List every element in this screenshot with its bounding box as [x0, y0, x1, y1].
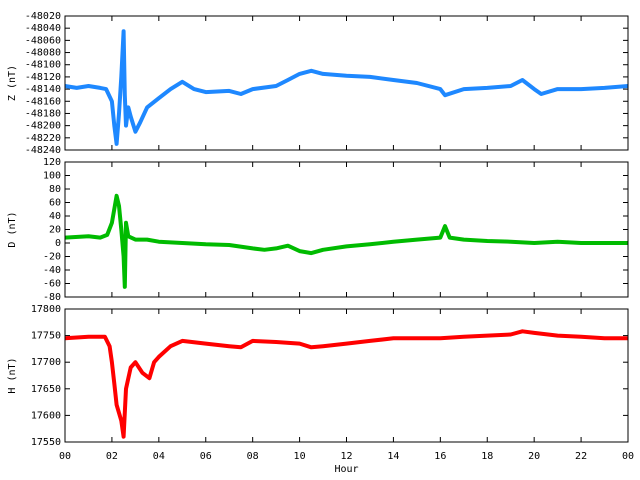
plot-border — [64, 15, 629, 151]
data-line — [64, 329, 628, 439]
y-tick-label: -48080 — [25, 48, 61, 59]
data-line — [64, 29, 629, 146]
x-tick-label: 18 — [481, 451, 493, 462]
y-tick-label: 17700 — [31, 357, 61, 368]
plot-frame — [64, 161, 629, 298]
y-tick-label: 80 — [49, 184, 61, 195]
y-tick-label: 17650 — [31, 384, 61, 395]
y-tick-label: -48100 — [25, 60, 61, 71]
y-tick-label: -48140 — [25, 84, 61, 95]
y-tick-label: -60 — [43, 279, 61, 290]
y-tick-label: 17600 — [31, 410, 61, 421]
y-tick-label: -48040 — [25, 23, 61, 34]
y-tick-label: 0 — [55, 238, 61, 249]
x-tick-label: 06 — [200, 451, 212, 462]
y-tick-label: 20 — [49, 225, 61, 236]
y-tick-label: -48180 — [25, 108, 61, 119]
x-tick-label: 00 — [59, 451, 71, 462]
y-axis-label: D (nT) — [7, 211, 18, 247]
y-tick-label: -20 — [43, 252, 61, 263]
plot-border — [64, 161, 629, 298]
y-tick-label: -48160 — [25, 96, 61, 107]
x-tick-label: 04 — [153, 451, 165, 462]
x-tick-label: 02 — [106, 451, 118, 462]
x-axis-label: Hour — [334, 464, 358, 475]
y-tick-label: -80 — [43, 292, 61, 303]
x-tick-label: 22 — [575, 451, 587, 462]
y-tick-label: 17550 — [31, 437, 61, 448]
y-tick-label: -40 — [43, 265, 61, 276]
x-tick-label: 16 — [434, 451, 446, 462]
plot-frame — [64, 15, 629, 151]
x-tick-label: 10 — [294, 451, 306, 462]
y-tick-label: 17800 — [31, 304, 61, 315]
x-tick-label: 12 — [340, 451, 352, 462]
y-tick-label: 17750 — [31, 331, 61, 342]
y-tick-label: -48240 — [25, 145, 61, 156]
y-tick-label: 60 — [49, 198, 61, 209]
y-tick-label: 100 — [43, 171, 61, 182]
plot-border — [64, 308, 629, 443]
x-tick-label: 08 — [247, 451, 259, 462]
y-tick-label: -48120 — [25, 72, 61, 83]
y-axis-label: Z (nT) — [7, 65, 18, 101]
y-tick-label: 40 — [49, 211, 61, 222]
y-axis-label: H (nT) — [7, 357, 18, 393]
data-line — [64, 193, 628, 289]
y-tick-label: -48020 — [25, 11, 61, 22]
x-tick-label: 00 — [622, 451, 634, 462]
y-tick-label: -48200 — [25, 121, 61, 132]
y-tick-label: -48060 — [25, 35, 61, 46]
x-tick-label: 20 — [528, 451, 540, 462]
x-tick-label: 14 — [387, 451, 399, 462]
y-tick-label: 120 — [43, 157, 61, 168]
y-tick-label: -48220 — [25, 133, 61, 144]
